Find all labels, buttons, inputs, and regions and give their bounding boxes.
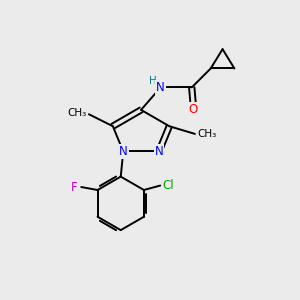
Text: O: O <box>189 103 198 116</box>
Text: CH₃: CH₃ <box>67 108 86 118</box>
Text: N: N <box>154 145 163 158</box>
Text: N: N <box>119 145 128 158</box>
Text: H: H <box>149 76 157 86</box>
Text: CH₃: CH₃ <box>197 129 217 139</box>
Text: F: F <box>71 181 78 194</box>
Text: N: N <box>156 81 165 94</box>
Text: Cl: Cl <box>163 179 174 192</box>
